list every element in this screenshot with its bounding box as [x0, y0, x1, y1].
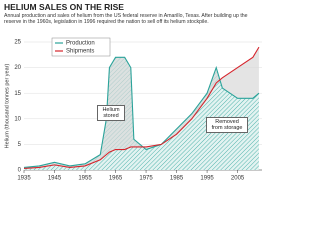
page: Helium (thousand tonnes per year) 0 5 10 15… — [4, 2, 262, 182]
chart-subtitle: Annual production and sales of helium fr… — [4, 13, 248, 26]
x-tick-label: 1945 — [48, 176, 62, 182]
line — [23, 46, 260, 170]
x-tick-label: 1995 — [200, 176, 214, 182]
y-axis-label: Helium (thousand tonnes per year) — [4, 63, 10, 148]
y-tick-label: 5 — [18, 142, 22, 148]
y-tick-label: 25 — [14, 40, 21, 46]
legend-label: Production — [66, 41, 95, 47]
x-tick-label: 2005 — [231, 176, 245, 182]
y-tick-label: 10 — [14, 116, 21, 122]
x-tick-label: 1965 — [109, 176, 123, 182]
x-tick-label: 1935 — [17, 176, 31, 182]
legend-box — [51, 37, 111, 57]
annotation: Helium stored — [97, 105, 125, 121]
legend-label: Shipments — [66, 49, 94, 55]
x-tick-label: 1955 — [78, 176, 92, 182]
chart: Helium (thousand tonnes per year) 0 5 10 15… — [4, 37, 262, 182]
y-tick-label: 0 — [18, 168, 22, 174]
line — [23, 56, 260, 168]
chart-title: HELIUM SALES ON THE RISE — [4, 2, 124, 12]
annotation: Removed from storage — [206, 117, 248, 133]
y-tick-label: 20 — [14, 65, 21, 71]
y-tick-label: 15 — [14, 91, 21, 97]
area — [24, 57, 259, 170]
x-tick-label: 1985 — [170, 176, 184, 182]
x-tick-label: 1975 — [139, 176, 153, 182]
